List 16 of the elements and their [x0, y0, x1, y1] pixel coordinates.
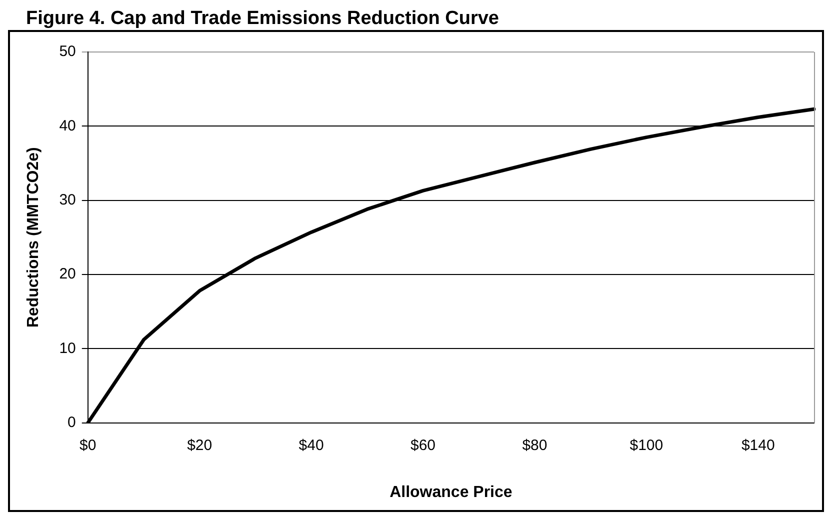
y-tick-label: 40 — [59, 117, 76, 134]
x-tick-label: $140 — [741, 436, 775, 454]
x-tick-label: $20 — [187, 436, 212, 454]
x-tick-label: $100 — [630, 436, 664, 454]
x-tick-label: $80 — [522, 436, 548, 454]
y-axis-title: Reductions (MMTCO2e) — [25, 147, 42, 328]
x-tick-label: $60 — [410, 436, 436, 454]
y-tick-label: 30 — [59, 191, 76, 208]
y-tick-label: 20 — [59, 266, 76, 283]
y-tick-label: 50 — [59, 43, 76, 60]
x-axis-title: Allowance Price — [390, 484, 512, 501]
y-tick-label: 0 — [68, 414, 76, 431]
y-tick-label: 10 — [59, 340, 76, 357]
chart-title: Figure 4. Cap and Trade Emissions Reduction Curve — [25, 8, 500, 30]
x-tick-label: $0 — [80, 436, 96, 454]
x-tick-label: $40 — [298, 436, 324, 454]
